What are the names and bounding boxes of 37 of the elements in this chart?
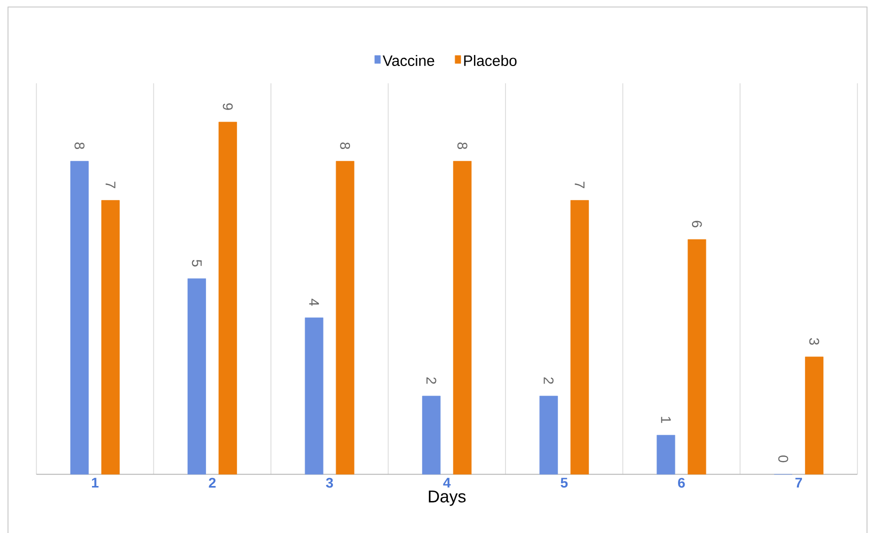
data-label: 6 bbox=[692, 220, 702, 228]
data-label: 4 bbox=[309, 298, 319, 306]
bar bbox=[422, 396, 441, 474]
x-tick-label: 1 bbox=[92, 478, 99, 488]
data-label: 5 bbox=[192, 260, 202, 266]
bar bbox=[70, 160, 89, 474]
data-label: 7 bbox=[574, 182, 584, 188]
legend-label: Vaccine bbox=[382, 54, 434, 66]
bar bbox=[570, 200, 589, 474]
data-label: 2 bbox=[426, 377, 436, 384]
x-tick-label: 2 bbox=[208, 478, 216, 488]
bar bbox=[805, 356, 824, 474]
x-axis-title: Days bbox=[428, 490, 466, 506]
x-tick-label: 5 bbox=[560, 478, 568, 488]
bar bbox=[218, 122, 237, 474]
data-label: 1 bbox=[661, 416, 671, 423]
bar bbox=[188, 278, 206, 474]
x-tick-label: 3 bbox=[326, 478, 333, 488]
legend-label: Placebo bbox=[464, 54, 517, 66]
bar bbox=[656, 434, 676, 474]
data-label: 8 bbox=[340, 142, 350, 150]
bar bbox=[101, 200, 120, 474]
x-tick-label: 7 bbox=[795, 478, 802, 488]
bar bbox=[539, 396, 558, 474]
x-tick-label: 6 bbox=[678, 478, 685, 488]
data-label: 2 bbox=[544, 377, 554, 384]
data-label: 8 bbox=[457, 142, 468, 150]
bar bbox=[336, 160, 354, 474]
x-tick-label: 4 bbox=[443, 478, 451, 488]
bar bbox=[304, 318, 324, 474]
data-label: 9 bbox=[222, 103, 233, 110]
data-label: 7 bbox=[106, 182, 116, 188]
bar bbox=[453, 160, 472, 474]
data-label: 0 bbox=[778, 456, 788, 462]
bar bbox=[688, 239, 706, 474]
data-label: 8 bbox=[74, 142, 84, 150]
data-label: 3 bbox=[809, 338, 820, 345]
